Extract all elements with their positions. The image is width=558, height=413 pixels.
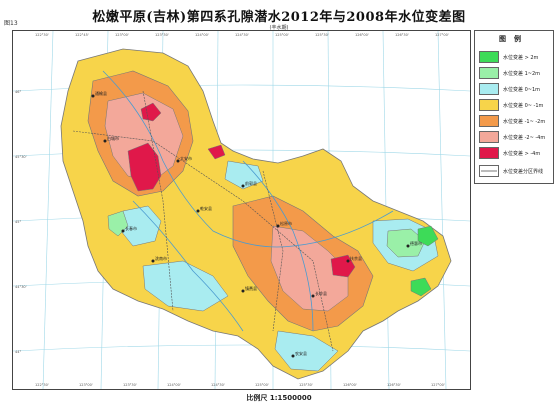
legend-label: 水位变差 0~1m	[503, 87, 541, 93]
legend-item: 水位变差分区界线	[479, 165, 551, 177]
legend-label: 水位变差 -1~ -2m	[503, 119, 546, 125]
tick-label: 124°30'	[211, 383, 225, 387]
place-label: 松原市	[280, 220, 292, 226]
tick-label: 123°30'	[155, 33, 169, 37]
tick-label: 122°30'	[35, 33, 49, 37]
place-label: 长春市	[125, 225, 137, 231]
tick-label: 126°00'	[343, 383, 357, 387]
tick-label: 125°30'	[315, 33, 329, 37]
tick-label: 122°45'	[75, 33, 89, 37]
place-label: 乾安县	[200, 205, 212, 211]
region-pink-north	[104, 92, 184, 182]
tick-label: 127°00'	[435, 33, 449, 37]
legend-swatch	[479, 83, 499, 95]
legend-item: 水位变差 -2~ -4m	[479, 131, 551, 143]
legend-title: 图例	[499, 35, 529, 43]
region-red-east-small	[207, 144, 226, 160]
tick-label: 127°00'	[431, 383, 445, 387]
legend-line-swatch	[479, 165, 499, 177]
place-label: 农安县	[295, 350, 307, 356]
tick-label: 125°00'	[255, 383, 269, 387]
region-red-north	[127, 142, 162, 192]
tick-label: 45°	[15, 220, 21, 224]
legend-swatch	[479, 147, 499, 159]
rivers	[102, 70, 394, 332]
tick-label: 123°00'	[79, 383, 93, 387]
left-ticks: 46° 45°30' 45° 44°30' 44°	[15, 90, 27, 354]
place-label: 长岭县	[315, 290, 327, 296]
region-cyan-north	[224, 160, 264, 190]
legend-label: 水位变差 0~ -1m	[503, 103, 544, 109]
tick-label: 125°30'	[299, 383, 313, 387]
place-label: 洮南市	[155, 255, 167, 261]
region-cyan-south	[142, 260, 229, 312]
tick-label: 124°00'	[195, 33, 209, 37]
map-subtitle: (丰水期)	[269, 25, 289, 31]
tick-label: 126°30'	[395, 33, 409, 37]
tick-label: 44°30'	[15, 285, 27, 289]
tick-label: 126°00'	[355, 33, 369, 37]
place-label: 镇赉县	[245, 285, 257, 291]
tick-label: 123°00'	[115, 33, 129, 37]
legend-swatch	[479, 67, 499, 79]
figure-label: 图13	[4, 20, 18, 27]
legend-swatch	[479, 131, 499, 143]
region-green-east	[386, 228, 426, 258]
tick-label: 124°30'	[235, 33, 249, 37]
place-label: 德惠市	[410, 240, 422, 246]
region-pink-central	[270, 225, 349, 312]
legend-label: 水位变差 > -4m	[503, 151, 541, 157]
legend-item: 水位变差 0~1m	[479, 83, 551, 95]
region-green-east-strong	[417, 225, 439, 247]
legend-swatch	[479, 115, 499, 127]
top-ticks: 122°30' 122°45' 123°00' 123°30' 124°00' …	[35, 33, 449, 37]
region-cyan-southeast	[274, 330, 339, 372]
map-canvas: 白城市 大安市 乾安县 前郭县 松原市 扶余县 长岭县 农安县 德惠市 长春市 …	[13, 31, 470, 389]
legend-item: 水位变差 -1~ -2m	[479, 115, 551, 127]
legend-label: 水位变差分区界线	[503, 169, 544, 175]
legend-swatch	[479, 51, 499, 63]
legend-item: 水位变差 1~2m	[479, 67, 551, 79]
tick-label: 122°30'	[35, 383, 49, 387]
tick-label: 126°30'	[387, 383, 401, 387]
tick-label: 44°	[15, 350, 21, 354]
legend-panel: 图例 水位变差 > 2m 水位变差 1~2m 水位变差 0~1m 水位变差 0~…	[474, 30, 554, 184]
tick-label: 46°	[15, 90, 21, 94]
place-markers	[91, 94, 410, 358]
place-label: 通榆县	[95, 90, 107, 96]
place-label: 前郭县	[245, 180, 257, 186]
tick-label: 45°30'	[15, 155, 27, 159]
legend-swatch	[479, 99, 499, 111]
legend-item: 水位变差 > 2m	[479, 51, 551, 63]
place-labels: 白城市 大安市 乾安县 前郭县 松原市 扶余县 长岭县 农安县 德惠市 长春市 …	[95, 90, 422, 356]
place-label: 扶余县	[350, 255, 362, 261]
region-green-southeast	[410, 277, 432, 297]
scale-bar-text: 比例尺 1:1500000	[246, 394, 312, 402]
legend-label: 水位变差 > 2m	[503, 55, 539, 61]
tick-label: 124°00'	[167, 383, 181, 387]
map-frame: 白城市 大安市 乾安县 前郭县 松原市 扶余县 长岭县 农安县 德惠市 长春市 …	[12, 30, 471, 390]
tick-label: 125°00'	[275, 33, 289, 37]
legend-item: 水位变差 0~ -1m	[479, 99, 551, 111]
place-label: 白城市	[107, 135, 119, 141]
legend-label: 水位变差 -2~ -4m	[503, 135, 546, 141]
legend-item: 水位变差 > -4m	[479, 147, 551, 159]
roads	[72, 90, 334, 352]
tick-label: 123°30'	[123, 383, 137, 387]
legend-label: 水位变差 1~2m	[503, 71, 541, 77]
map-title: 松嫩平原(吉林)第四系孔隙潜水2012年与2008年水位变差图	[92, 10, 466, 25]
place-label: 大安市	[180, 155, 192, 161]
bottom-ticks: 122°30' 123°00' 123°30' 124°00' 124°30' …	[35, 383, 445, 387]
